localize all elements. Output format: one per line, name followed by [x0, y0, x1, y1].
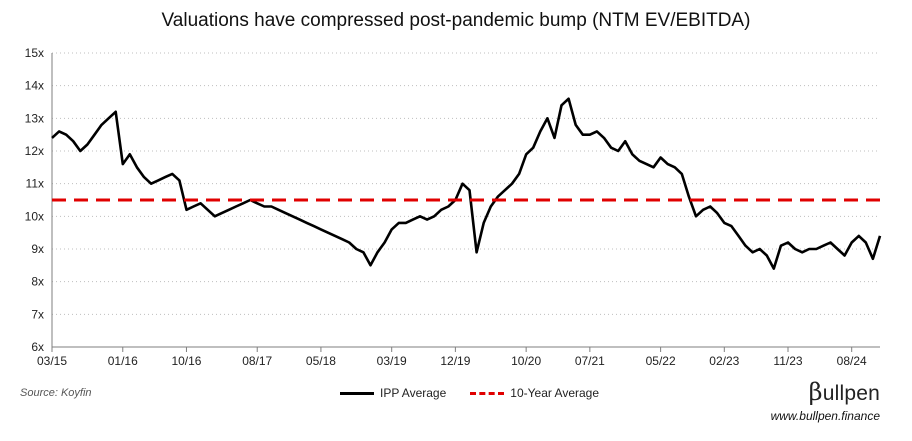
x-tick-label: 03/15 — [37, 354, 67, 368]
x-tick-label: 12/19 — [440, 354, 470, 368]
legend-label-ipp-average: IPP Average — [380, 386, 447, 400]
y-tick-label: 8x — [31, 275, 44, 289]
brand-logo-symbol: β — [808, 378, 823, 406]
x-tick-label: 03/19 — [377, 354, 407, 368]
y-tick-label: 15x — [25, 46, 44, 60]
x-tick-label: 08/17 — [242, 354, 272, 368]
x-tick-label: 05/18 — [306, 354, 336, 368]
legend-swatch-dashed — [470, 391, 505, 395]
y-tick-label: 7x — [31, 307, 44, 321]
legend-label-10-year-average: 10-Year Average — [510, 386, 600, 400]
chart-title: Valuations have compressed post-pandemic… — [161, 10, 751, 31]
x-tick-label: 07/21 — [575, 354, 605, 368]
x-tick-label: 10/16 — [171, 354, 201, 368]
legend-item-10-year-average: 10-Year Average — [470, 386, 599, 400]
x-tick-label: 01/16 — [108, 354, 138, 368]
x-tick-label: 11/23 — [773, 354, 802, 368]
y-tick-label: 13x — [25, 111, 44, 125]
source-note: Source: Koyfin — [20, 387, 92, 399]
series-line-ipp-average — [51, 97, 882, 270]
x-tick-label: 02/23 — [709, 354, 739, 368]
x-axis: 03/15 01/16 10/16 08/17 05/18 03/19 12/19 10/20… — [37, 346, 880, 368]
y-tick-label: 11x — [26, 177, 44, 191]
brand-logo: βullpen — [809, 378, 880, 406]
brand-url: www.bullpen.finance — [770, 409, 880, 423]
brand-logo-text: ullpen — [822, 382, 880, 405]
series-layer — [51, 97, 882, 270]
grid — [52, 52, 880, 315]
y-tick-label: 12x — [25, 144, 44, 158]
y-axis: 6x 7x 8x 9x 10x 11x 12x 13x 14x 15x — [25, 46, 53, 354]
x-tick-label: 08/24 — [837, 354, 867, 368]
y-tick-label: 9x — [31, 242, 44, 256]
x-tick-label: 10/20 — [511, 354, 541, 368]
legend-item-ipp-average: IPP Average — [340, 386, 446, 400]
y-tick-label: 6x — [31, 340, 44, 354]
legend-swatch-solid — [340, 391, 374, 395]
y-tick-label: 14x — [25, 79, 44, 93]
y-tick-label: 10x — [25, 209, 44, 223]
x-tick-label: 05/22 — [646, 354, 676, 368]
legend: IPP Average 10-Year Average — [340, 386, 623, 400]
